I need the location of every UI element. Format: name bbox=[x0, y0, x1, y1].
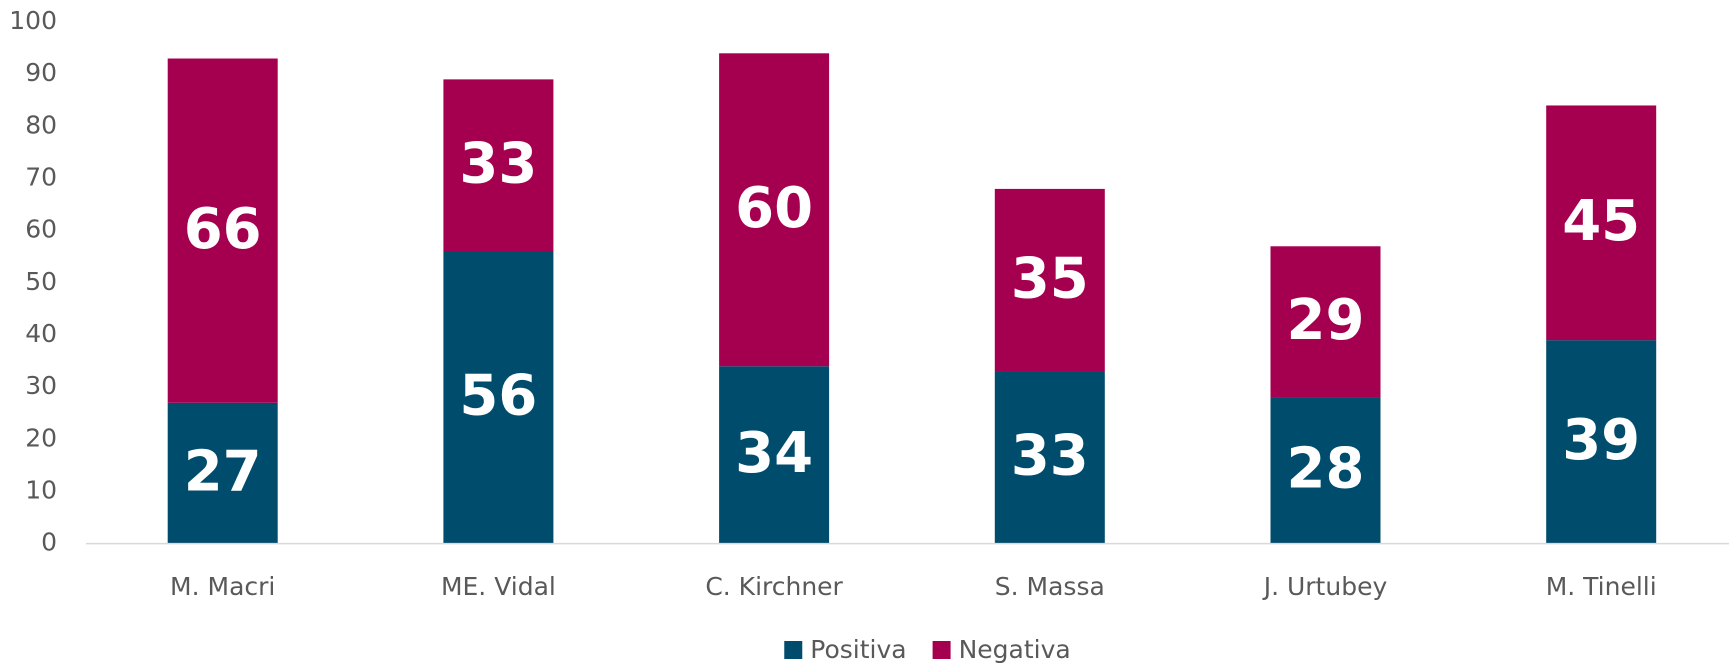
y-tick-label: 10 bbox=[25, 475, 57, 504]
x-tick-label: ME. Vidal bbox=[441, 572, 556, 601]
y-tick-label: 80 bbox=[25, 110, 57, 139]
bar-segment bbox=[1546, 105, 1657, 341]
bar-segment bbox=[719, 53, 830, 367]
legend-label: Positiva bbox=[810, 635, 906, 664]
bar-segment bbox=[1270, 246, 1381, 398]
data-label: 28 bbox=[1287, 437, 1365, 502]
x-tick-label: M. Tinelli bbox=[1546, 572, 1657, 601]
y-tick-label: 50 bbox=[25, 267, 57, 296]
data-label: 35 bbox=[1011, 246, 1089, 311]
y-tick-label: 30 bbox=[25, 371, 57, 400]
data-label: 27 bbox=[184, 439, 262, 504]
x-tick-label: C. Kirchner bbox=[705, 572, 843, 601]
data-label: 33 bbox=[1011, 424, 1089, 489]
legend-label: Negativa bbox=[959, 635, 1071, 664]
bar-segment bbox=[719, 366, 830, 544]
data-label: 29 bbox=[1287, 288, 1365, 353]
x-tick-label: J. Urtubey bbox=[1262, 572, 1388, 601]
data-label: 66 bbox=[184, 197, 262, 262]
y-tick-label: 90 bbox=[25, 58, 57, 87]
data-label: 34 bbox=[735, 421, 813, 486]
data-label: 39 bbox=[1562, 408, 1640, 473]
legend-swatch bbox=[932, 641, 951, 659]
bar-segment bbox=[994, 371, 1105, 544]
bar-segment bbox=[1546, 340, 1657, 544]
y-tick-label: 60 bbox=[25, 215, 57, 244]
data-label: 45 bbox=[1562, 189, 1640, 254]
x-tick-label: S. Massa bbox=[995, 572, 1105, 601]
data-label: 33 bbox=[459, 132, 537, 197]
data-label: 56 bbox=[459, 364, 537, 429]
bar-segment bbox=[994, 188, 1105, 372]
bar-segment bbox=[443, 79, 554, 252]
data-label: 60 bbox=[735, 176, 813, 241]
y-tick-label: 70 bbox=[25, 162, 57, 191]
y-tick-label: 100 bbox=[9, 6, 57, 35]
y-tick-label: 20 bbox=[25, 423, 57, 452]
legend-swatch bbox=[784, 641, 803, 659]
y-tick-label: 0 bbox=[41, 528, 57, 557]
y-tick-label: 40 bbox=[25, 319, 57, 348]
bar-segment bbox=[167, 58, 278, 403]
bar-segment bbox=[167, 402, 278, 544]
x-tick-label: M. Macri bbox=[170, 572, 275, 601]
bar-segment bbox=[443, 251, 554, 544]
bar-segment bbox=[1270, 397, 1381, 544]
